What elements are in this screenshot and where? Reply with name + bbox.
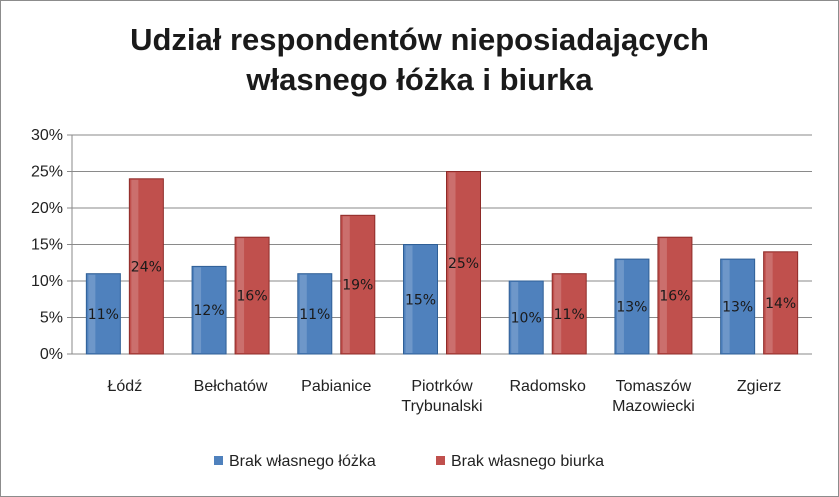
bar: [657, 236, 693, 355]
category-label: Zgierz: [737, 378, 781, 395]
bar: [720, 258, 756, 355]
data-label: 25%: [448, 256, 479, 272]
bar-highlight: [405, 245, 413, 353]
chart-title: Udział respondentów nieposiadających wła…: [0, 20, 839, 100]
category-label: Łódź: [108, 378, 143, 395]
legend-swatch: [436, 456, 445, 465]
category-label-line: Łódź: [108, 378, 143, 395]
data-label: 11%: [88, 307, 119, 323]
category-label-line: Zgierz: [737, 378, 781, 395]
data-label: 11%: [554, 307, 585, 323]
bar-highlight: [299, 274, 307, 353]
legend-swatch: [214, 456, 223, 465]
category-label: Tomaszów Mazowiecki: [612, 378, 695, 415]
y-tick-label: 15%: [31, 237, 63, 254]
category-label: Radomsko: [509, 378, 586, 395]
legend-label: Brak własnego biurka: [451, 453, 604, 470]
category-label-line: Pabianice: [301, 378, 371, 395]
category-label-line: Mazowiecki: [612, 398, 695, 415]
data-label: 10%: [511, 311, 542, 327]
data-label: 13%: [616, 300, 647, 316]
category-label-line: Piotrków: [411, 378, 473, 395]
data-label: 16%: [237, 289, 268, 305]
data-label: 13%: [722, 300, 753, 316]
data-label: 24%: [131, 259, 162, 275]
bar-highlight: [342, 216, 350, 353]
bar-highlight: [554, 274, 562, 353]
bar-highlight: [237, 238, 245, 353]
bar-highlight: [765, 252, 773, 353]
y-tick-label: 30%: [31, 127, 63, 144]
bar: [614, 258, 650, 355]
category-label-line: Bełchatów: [194, 378, 268, 395]
bar: [297, 273, 333, 355]
y-tick-label: 25%: [31, 164, 63, 181]
bar-highlight: [448, 172, 456, 353]
bar: [234, 236, 270, 355]
data-label: 14%: [765, 296, 796, 312]
data-label: 16%: [659, 289, 690, 305]
category-label-line: Radomsko: [509, 378, 586, 395]
bar: [551, 273, 587, 355]
bar: [128, 178, 164, 355]
bar-highlight: [131, 179, 139, 353]
category-label-line: Trybunalski: [401, 398, 482, 415]
bar-highlight: [616, 260, 624, 353]
bar-highlight: [88, 274, 96, 353]
bar-highlight: [511, 282, 519, 353]
y-tick-label: 0%: [40, 346, 63, 363]
legend-label: Brak własnego łóżka: [229, 453, 376, 470]
category-label: Piotrków Trybunalski: [401, 378, 482, 415]
category-label: Pabianice: [301, 378, 371, 395]
category-label: Bełchatów: [194, 378, 268, 395]
data-label: 12%: [194, 303, 225, 319]
bar: [340, 214, 376, 355]
y-tick-label: 20%: [31, 200, 63, 217]
bar-highlight: [194, 267, 202, 353]
bar-highlight: [659, 238, 667, 353]
bar: [403, 244, 438, 355]
chart-title-line-1: Udział respondentów nieposiadających: [130, 22, 709, 57]
bar: [85, 273, 121, 355]
bar: [508, 280, 544, 355]
data-label: 19%: [342, 278, 373, 294]
chart-title-line-2: własnego łóżka i biurka: [246, 62, 593, 97]
bar-highlight: [722, 260, 730, 353]
bar: [191, 265, 227, 355]
bar: [446, 171, 481, 355]
data-label: 11%: [299, 307, 330, 323]
category-label-line: Tomaszów: [616, 378, 692, 395]
y-tick-label: 10%: [31, 273, 63, 290]
data-label: 15%: [405, 292, 436, 308]
y-tick-label: 5%: [40, 310, 63, 327]
bar: [763, 251, 799, 355]
